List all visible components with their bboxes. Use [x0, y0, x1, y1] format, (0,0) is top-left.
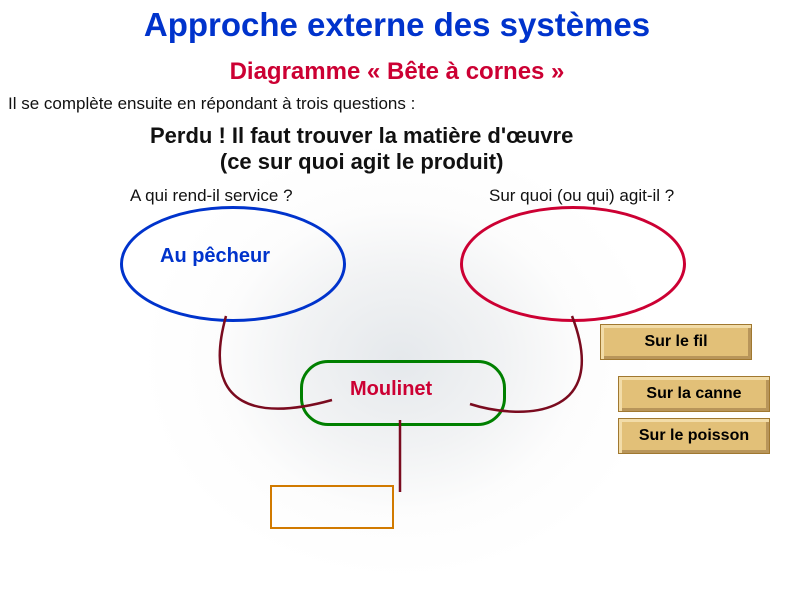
answer-fil[interactable]: Sur le fil [600, 324, 752, 360]
answer-fil-label: Sur le fil [644, 333, 707, 351]
label-moulinet: Moulinet [350, 378, 432, 401]
page-title: Approche externe des systèmes [0, 6, 794, 44]
empty-answer-box [270, 485, 394, 529]
page-subtitle: Diagramme « Bête à cornes » [0, 58, 794, 86]
instruction-text: Perdu ! Il faut trouver la matière d'œuv… [150, 123, 573, 175]
answer-poisson-label: Sur le poisson [639, 427, 749, 445]
instruction-line1: Perdu ! Il faut trouver la matière d'œuv… [150, 123, 573, 149]
answer-poisson[interactable]: Sur le poisson [618, 418, 770, 454]
instruction-line2: (ce sur quoi agit le produit) [150, 149, 573, 175]
answer-canne[interactable]: Sur la canne [618, 376, 770, 412]
question-right: Sur quoi (ou qui) agit-il ? [489, 186, 674, 206]
answer-canne-label: Sur la canne [646, 385, 741, 403]
label-au-pecheur: Au pêcheur [160, 245, 270, 268]
intro-text: Il se complète ensuite en répondant à tr… [8, 94, 415, 114]
background-watermark [0, 0, 794, 595]
ellipse-right [460, 206, 686, 322]
question-left: A qui rend-il service ? [130, 186, 293, 206]
connector-curves [0, 0, 794, 595]
